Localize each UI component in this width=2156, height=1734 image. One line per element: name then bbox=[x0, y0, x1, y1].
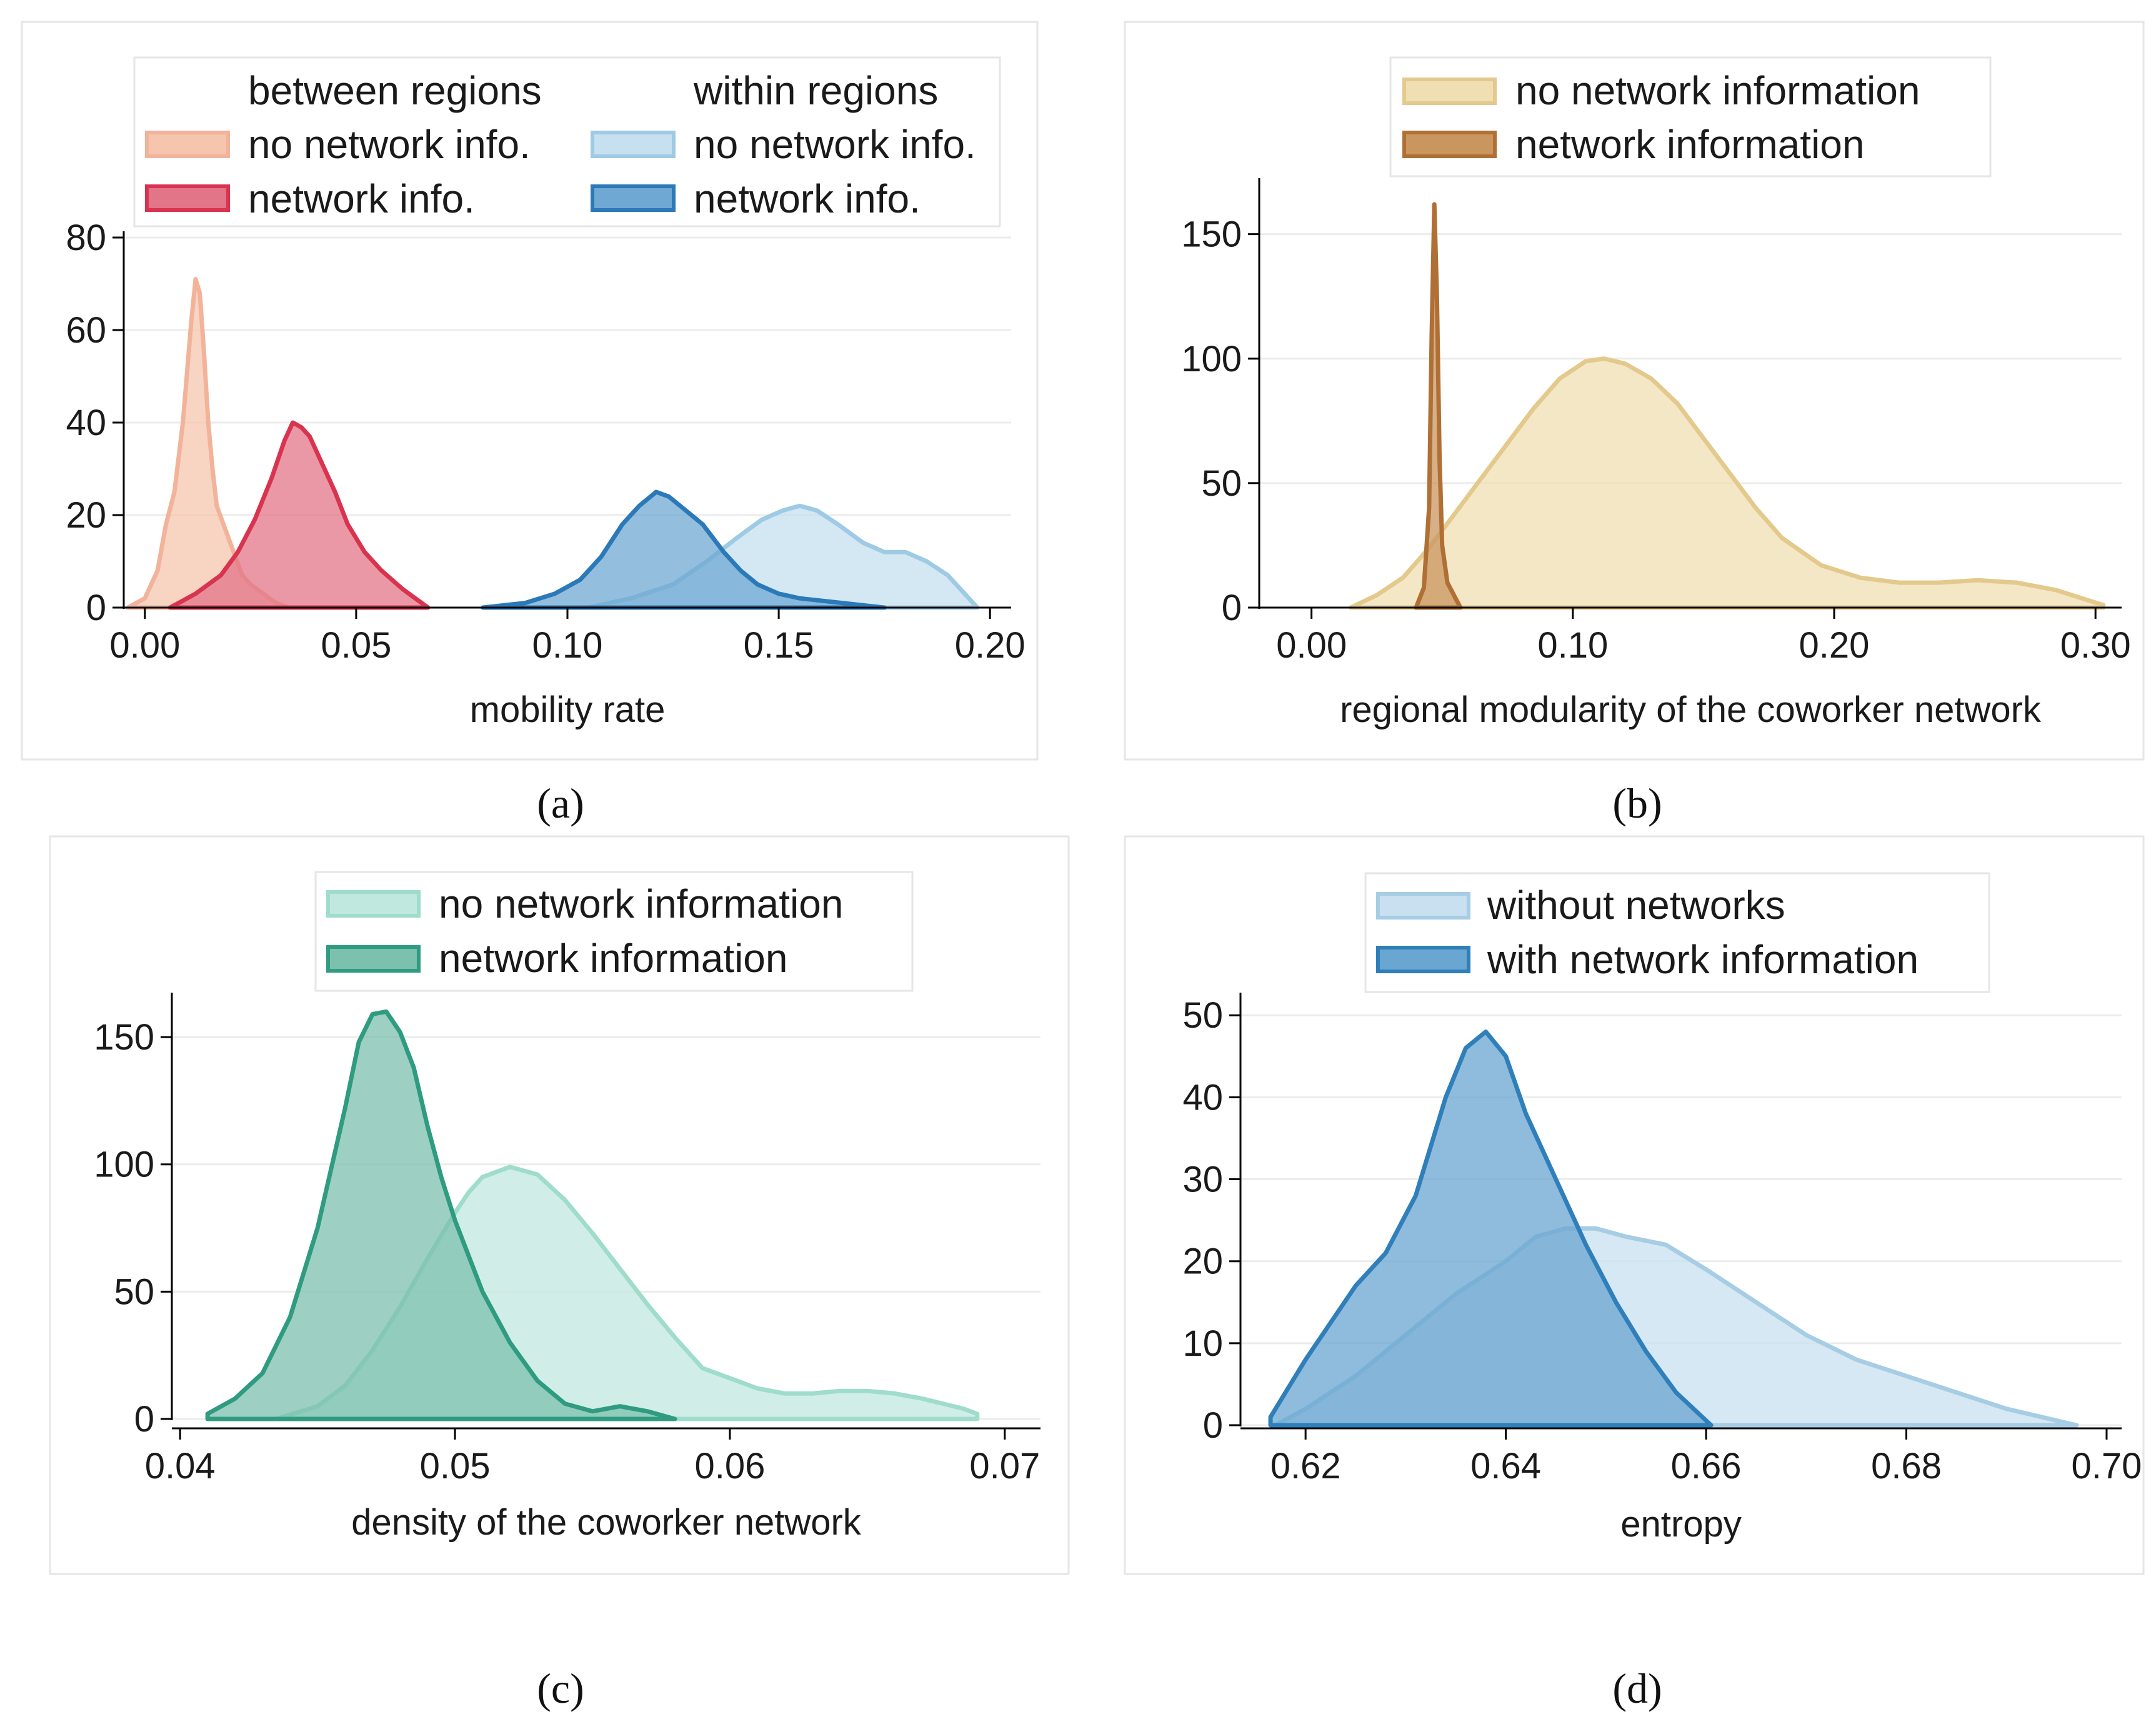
legend-group-header-within: within regions bbox=[693, 68, 938, 113]
panel-b: 0 50 100 150 0.00 0.10 0.20 0.30 regional modula… bbox=[1124, 21, 2145, 827]
y-tick-label: 20 bbox=[66, 495, 106, 536]
y-tick-label: 0 bbox=[1222, 588, 1242, 628]
legend-swatch-b-network bbox=[1402, 131, 1497, 158]
panel-d: 0 10 20 30 40 50 0.62 0.64 0.66 0.68 0.70 entropy w… bbox=[1124, 835, 2145, 1712]
caption-b: (b) bbox=[1612, 779, 1662, 827]
y-tick-label: 20 bbox=[1182, 1241, 1223, 1282]
density-area-series-1 bbox=[205, 1009, 677, 1421]
legend-swatch-c-network bbox=[326, 945, 421, 973]
legend-group-header-between: between regions bbox=[248, 68, 542, 113]
x-axis-label: regional modularity of the coworker netw… bbox=[1340, 689, 2042, 730]
y-tick-label: 50 bbox=[1182, 995, 1223, 1036]
x-tick-label: 0.70 bbox=[2072, 1446, 2142, 1486]
y-tick-label: 0 bbox=[86, 588, 106, 628]
legend-swatch-d-without bbox=[1376, 892, 1470, 920]
y-tick-label: 10 bbox=[1182, 1323, 1223, 1364]
x-tick-label: 0.30 bbox=[2060, 625, 2131, 666]
legend-label-between-network: network info. bbox=[248, 176, 475, 221]
y-tick-label: 80 bbox=[66, 218, 106, 258]
legend-swatch-d-with bbox=[1376, 946, 1470, 973]
x-tick-label: 0.05 bbox=[321, 625, 391, 666]
y-tick-label: 40 bbox=[1182, 1077, 1223, 1118]
y-tick-label: 50 bbox=[114, 1271, 154, 1312]
y-tick-label: 50 bbox=[1201, 463, 1242, 504]
legend-label-c-network: network information bbox=[439, 936, 787, 981]
legend-label-within-network: network info. bbox=[694, 176, 921, 221]
x-tick-label: 0.07 bbox=[969, 1446, 1040, 1486]
legend-label-b-no-network: no network information bbox=[1515, 68, 1920, 113]
y-tick-label: 150 bbox=[1181, 214, 1242, 255]
x-tick-label: 0.00 bbox=[109, 625, 180, 666]
x-tick-label: 0.66 bbox=[1671, 1446, 1742, 1486]
panel-c-plot: 0 50 100 150 0.04 0.05 0.06 0.07 density of the … bbox=[94, 993, 1041, 1543]
legend-label-c-no-network: no network information bbox=[439, 881, 843, 926]
x-axis-label: density of the coworker network bbox=[351, 1502, 862, 1543]
legend-swatch-b-no-network bbox=[1402, 78, 1497, 105]
panel-a-plot: 0 20 40 60 80 0.00 0.05 0.10 0.15 0.20 mobility ra… bbox=[66, 218, 1025, 730]
density-area-series-1 bbox=[1268, 1029, 1714, 1428]
panel-a-legend bbox=[133, 56, 1001, 228]
y-tick-label: 100 bbox=[1181, 339, 1242, 379]
x-tick-label: 0.10 bbox=[532, 625, 603, 666]
y-tick-label: 30 bbox=[1182, 1160, 1223, 1200]
legend-swatch-between-no-network bbox=[145, 131, 230, 158]
x-tick-label: 0.00 bbox=[1276, 625, 1347, 666]
x-tick-label: 0.68 bbox=[1871, 1446, 1942, 1486]
legend-swatch-c-no-network bbox=[326, 890, 421, 918]
x-tick-label: 0.62 bbox=[1270, 1446, 1341, 1486]
legend-swatch-within-no-network bbox=[591, 131, 676, 158]
caption-a: (a) bbox=[537, 779, 584, 827]
y-tick-label: 100 bbox=[94, 1145, 154, 1185]
x-axis-label: entropy bbox=[1620, 1504, 1741, 1545]
caption-d: (d) bbox=[1612, 1665, 1662, 1712]
density-area-series-1 bbox=[167, 420, 431, 610]
y-tick-label: 150 bbox=[94, 1017, 154, 1058]
legend-swatch-between-network bbox=[145, 184, 230, 212]
density-area-series-3 bbox=[481, 489, 887, 610]
x-tick-label: 0.15 bbox=[744, 625, 814, 666]
panel-c: 0 50 100 150 0.04 0.05 0.06 0.07 density of the … bbox=[49, 835, 1070, 1712]
x-tick-label: 0.05 bbox=[420, 1446, 491, 1486]
panel-b-plot: 0 50 100 150 0.00 0.10 0.20 0.30 regional modula… bbox=[1181, 178, 2131, 730]
x-tick-label: 0.04 bbox=[145, 1446, 216, 1486]
legend-label-b-network: network information bbox=[1515, 122, 1864, 167]
x-tick-label: 0.20 bbox=[1799, 625, 1870, 666]
legend-label-within-no-network: no network info. bbox=[694, 122, 976, 167]
density-area-series-1 bbox=[1414, 202, 1463, 610]
panel-d-plot: 0 10 20 30 40 50 0.62 0.64 0.66 0.68 0.70 entropy bbox=[1182, 993, 2142, 1545]
y-tick-label: 0 bbox=[134, 1399, 154, 1440]
y-tick-label: 60 bbox=[66, 310, 106, 351]
x-tick-label: 0.64 bbox=[1470, 1446, 1541, 1486]
legend-swatch-within-network bbox=[591, 184, 676, 212]
x-tick-label: 0.06 bbox=[694, 1446, 765, 1486]
y-tick-label: 40 bbox=[66, 403, 106, 443]
y-tick-label: 0 bbox=[1203, 1405, 1223, 1446]
x-axis-label: mobility rate bbox=[470, 689, 666, 730]
legend-label-d-without: without networks bbox=[1487, 883, 1785, 928]
panel-a: 0 20 40 60 80 0.00 0.05 0.10 0.15 0.20 mobility ra… bbox=[21, 21, 1039, 827]
x-tick-label: 0.20 bbox=[955, 625, 1026, 666]
legend-label-d-with: with network information bbox=[1487, 937, 1919, 982]
legend-label-between-no-network: no network info. bbox=[248, 122, 531, 167]
density-area-series-0 bbox=[1348, 356, 2106, 610]
x-tick-label: 0.10 bbox=[1537, 625, 1608, 666]
caption-c: (c) bbox=[537, 1665, 584, 1712]
